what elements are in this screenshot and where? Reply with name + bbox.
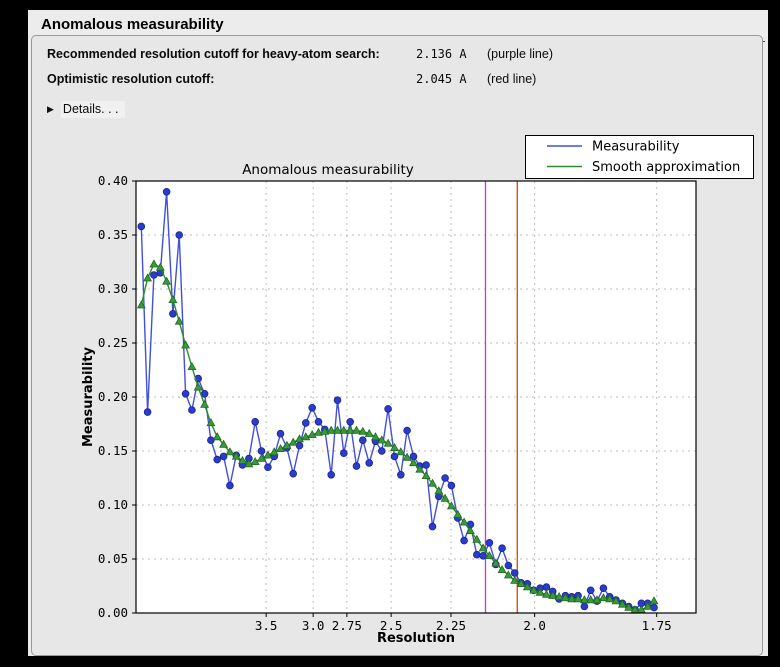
results-window: Anomalous measurability Recommended reso… (28, 10, 768, 656)
page-title: Anomalous measurability (41, 16, 224, 33)
optimistic-cutoff-value: 2.045 A (416, 72, 467, 86)
disclosure-triangle-icon: ▶ (47, 103, 54, 114)
optimistic-cutoff-label: Optimistic resolution cutoff: (47, 72, 215, 86)
optimistic-cutoff-row: Optimistic resolution cutoff: 2.045 A (r… (32, 72, 762, 88)
recommended-cutoff-value: 2.136 A (416, 47, 467, 61)
content-panel: Recommended resolution cutoff for heavy-… (31, 35, 763, 656)
details-disclosure[interactable]: ▶ Details. . . (47, 100, 125, 118)
recommended-cutoff-row: Recommended resolution cutoff for heavy-… (32, 47, 762, 63)
details-label: Details. . . (60, 100, 125, 118)
optimistic-cutoff-note: (red line) (487, 72, 537, 86)
recommended-cutoff-label: Recommended resolution cutoff for heavy-… (47, 47, 380, 61)
recommended-cutoff-note: (purple line) (487, 47, 554, 61)
